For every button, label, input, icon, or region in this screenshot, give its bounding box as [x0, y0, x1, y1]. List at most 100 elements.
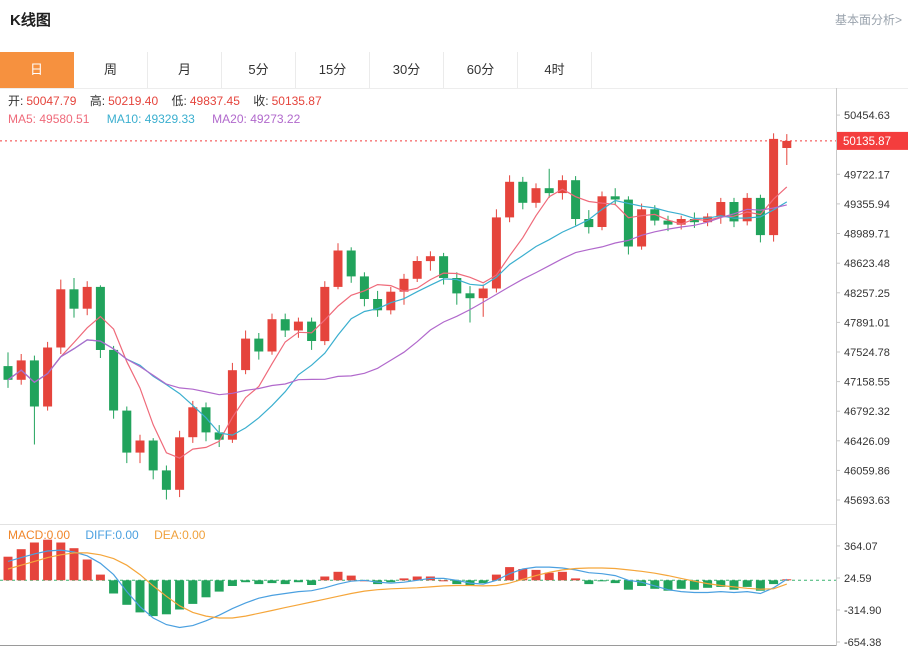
macd-hist-bar — [201, 580, 211, 598]
macd-hist-bar — [82, 559, 92, 581]
candle-body — [122, 410, 132, 453]
candle-body — [373, 299, 383, 311]
tab-5min[interactable]: 5分 — [222, 52, 296, 88]
diff-line — [7, 549, 788, 629]
candle-body — [56, 289, 66, 348]
tab-60min[interactable]: 60分 — [444, 52, 518, 88]
macd-hist-bar — [320, 576, 330, 581]
candle-body — [637, 209, 647, 247]
candle-body — [95, 286, 105, 350]
macd-hist-bar — [544, 572, 554, 581]
candle-body — [703, 216, 713, 223]
price-axis-label: 48257.25 — [844, 288, 890, 300]
last-price-tag — [837, 131, 908, 150]
tab-daily[interactable]: 日 — [0, 52, 74, 88]
macd-hist-bar — [742, 580, 752, 587]
candle-body — [227, 370, 237, 440]
macd-hist-bar — [386, 580, 396, 583]
price-axis-label: 48623.48 — [844, 258, 890, 270]
macd-hist-bar — [518, 569, 528, 581]
ma5-line — [7, 186, 788, 459]
candle-body — [175, 437, 185, 490]
tab-30min[interactable]: 30分 — [370, 52, 444, 88]
ma20-line — [7, 204, 787, 396]
macd-hist-bar — [452, 580, 462, 585]
macd-hist-bar — [597, 580, 607, 582]
macd-hist-bar — [716, 580, 726, 587]
macd-hist-bar — [148, 580, 158, 617]
price-axis-label: 47158.55 — [844, 377, 890, 389]
macd-hist-bar — [650, 580, 660, 589]
macd-hist-bar — [241, 580, 251, 583]
macd-axis-label: 364.07 — [844, 541, 878, 553]
candle-body — [346, 250, 356, 277]
macd-hist-bar — [214, 580, 224, 592]
candle-body — [109, 349, 119, 411]
candle-body — [689, 219, 699, 223]
last-price-tag-label: 50135.87 — [843, 136, 891, 148]
macd-hist-bar — [95, 574, 105, 581]
macd-hist-bar — [439, 580, 449, 582]
macd-hist-bar — [346, 575, 356, 581]
candle-body — [333, 250, 343, 287]
candle-body — [399, 278, 409, 292]
macd-hist-bar — [584, 580, 594, 585]
macd-hist-bar — [293, 580, 303, 583]
candle-body — [597, 196, 607, 227]
macd-hist-bar — [557, 571, 567, 581]
candle-body — [729, 202, 739, 222]
candle-body — [148, 440, 158, 471]
price-axis-label: 47891.01 — [844, 317, 890, 329]
macd-hist-bar — [135, 580, 145, 613]
tab-15min[interactable]: 15分 — [296, 52, 370, 88]
fundamental-analysis-link[interactable]: 基本面分析> — [834, 13, 902, 27]
macd-hist-bar — [478, 580, 488, 584]
macd-hist-bar — [571, 578, 581, 581]
macd-hist-bar — [755, 580, 765, 591]
tab-monthly[interactable]: 月 — [148, 52, 222, 88]
candle-body — [69, 289, 79, 309]
candle-body — [135, 440, 145, 453]
price-axis-label: 49722.17 — [844, 169, 890, 181]
macd-hist-bar — [227, 580, 237, 586]
candle-body — [29, 360, 39, 407]
candle-body — [676, 219, 686, 225]
macd-axis-label: -654.38 — [844, 637, 881, 646]
candle-body — [491, 217, 501, 289]
macd-hist-bar — [729, 580, 739, 590]
candle-body — [716, 202, 726, 217]
candle-body — [307, 321, 317, 341]
candle-body — [161, 470, 171, 490]
tab-weekly[interactable]: 周 — [74, 52, 148, 88]
macd-hist-bar — [280, 580, 290, 585]
macd-axis-label: -314.90 — [844, 605, 881, 617]
candle-body — [188, 407, 198, 438]
macd-hist-bar — [491, 574, 501, 581]
candle-body — [518, 181, 528, 203]
macd-hist-bar — [412, 576, 422, 581]
ma10-line — [7, 199, 788, 436]
candle-body — [241, 338, 251, 371]
candle-body — [465, 293, 475, 299]
candle-body — [782, 140, 792, 148]
macd-hist-bar — [188, 580, 198, 604]
macd-hist-bar — [161, 580, 171, 615]
price-axis-label: 46426.09 — [844, 436, 890, 448]
candle-body — [584, 219, 594, 228]
macd-hist-bar — [637, 580, 647, 586]
page-header: K线图 基本面分析> — [0, 0, 908, 34]
macd-hist-bar — [307, 580, 317, 585]
page-title: K线图 — [10, 12, 51, 29]
candle-body — [320, 286, 330, 342]
macd-axis-label: 24.59 — [844, 573, 872, 585]
candle-body — [505, 181, 515, 218]
price-axis-label: 46059.86 — [844, 465, 890, 477]
candle-body — [425, 256, 435, 262]
candle-body — [452, 278, 462, 294]
macd-hist-bar — [254, 580, 264, 585]
candle-body — [557, 180, 567, 194]
price-axis-label: 46792.32 — [844, 406, 890, 418]
tab-4hour[interactable]: 4时 — [518, 52, 592, 88]
candle-body — [254, 338, 264, 352]
